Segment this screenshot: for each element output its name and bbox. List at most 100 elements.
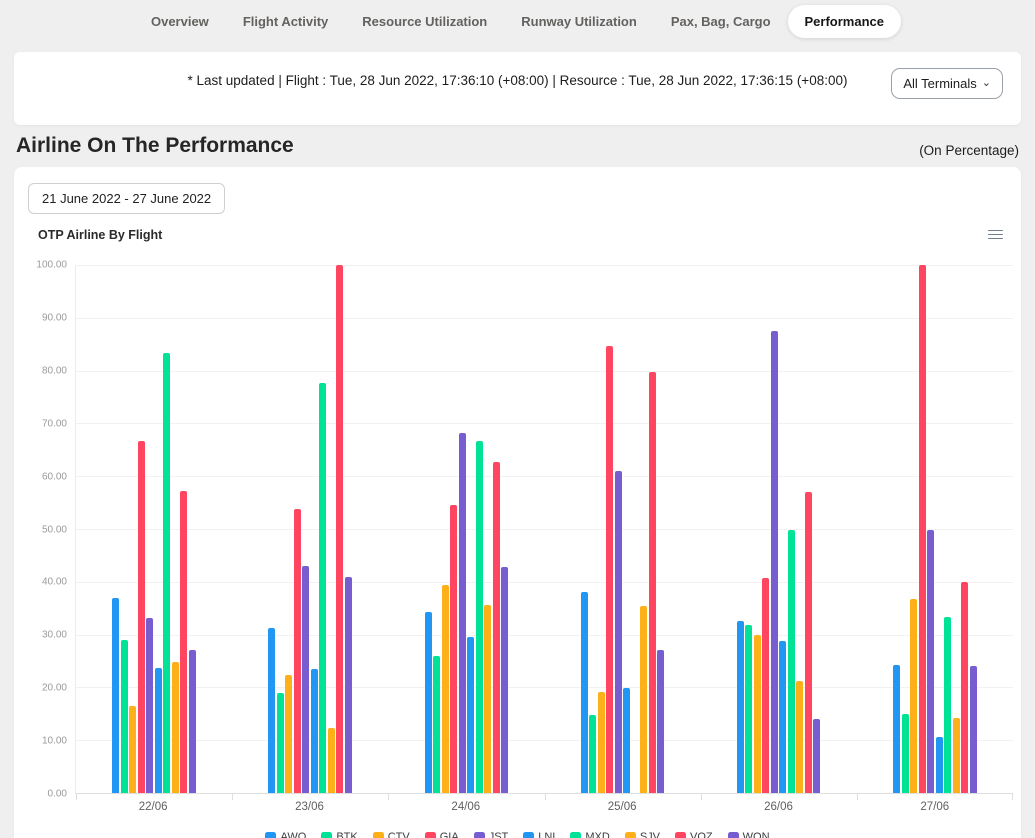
bar-JST-23-06[interactable] xyxy=(302,565,310,793)
x-axis-tick xyxy=(232,794,234,800)
legend-item-SJV[interactable]: SJV xyxy=(624,831,660,838)
bar-BTK-25-06[interactable] xyxy=(589,714,597,793)
legend-item-VOZ[interactable]: VOZ xyxy=(675,831,713,838)
legend-item-GIA[interactable]: GIA xyxy=(424,831,459,838)
bar-CTV-23-06[interactable] xyxy=(285,674,293,793)
legend-swatch-icon xyxy=(372,831,384,838)
bar-MXD-22-06[interactable] xyxy=(163,353,171,793)
legend-item-WON[interactable]: WON xyxy=(727,831,770,838)
bar-LNI-22-06[interactable] xyxy=(154,667,162,793)
bar-CTV-24-06[interactable] xyxy=(441,584,449,793)
bar-WON-23-06[interactable] xyxy=(344,577,352,793)
bar-GIA-22-06[interactable] xyxy=(137,441,145,793)
bar-AWQ-27-06[interactable] xyxy=(893,665,901,793)
x-axis-tick xyxy=(856,794,858,800)
bar-LNI-24-06[interactable] xyxy=(467,637,475,793)
bar-SJV-25-06[interactable] xyxy=(640,605,648,793)
bar-JST-26-06[interactable] xyxy=(770,331,778,793)
bar-BTK-22-06[interactable] xyxy=(120,639,128,793)
y-tick-label: 90.00 xyxy=(41,312,67,324)
bar-WON-22-06[interactable] xyxy=(188,649,196,793)
tab-flight-activity[interactable]: Flight Activity xyxy=(242,13,329,29)
bar-SJV-26-06[interactable] xyxy=(796,680,804,793)
y-tick-label: 80.00 xyxy=(41,365,67,377)
bar-MXD-27-06[interactable] xyxy=(944,616,952,793)
bar-MXD-24-06[interactable] xyxy=(475,440,483,793)
bar-LNI-23-06[interactable] xyxy=(310,668,318,793)
bar-CTV-27-06[interactable] xyxy=(910,599,918,793)
bar-CTV-26-06[interactable] xyxy=(753,634,761,793)
date-range-button[interactable]: 21 June 2022 - 27 June 2022 xyxy=(28,183,226,214)
legend-item-CTV[interactable]: CTV xyxy=(372,831,410,838)
x-tick-label: 26/06 xyxy=(764,801,793,813)
bar-SJV-24-06[interactable] xyxy=(484,604,492,793)
legend-label: WON xyxy=(742,831,770,838)
bar-MXD-26-06[interactable] xyxy=(787,529,795,793)
bar-LNI-27-06[interactable] xyxy=(935,736,943,793)
bar-WON-24-06[interactable] xyxy=(501,566,509,793)
bar-WON-26-06[interactable] xyxy=(813,718,821,793)
bar-VOZ-22-06[interactable] xyxy=(180,490,188,793)
bar-GIA-23-06[interactable] xyxy=(293,509,301,793)
x-tick-label: 22/06 xyxy=(138,801,168,813)
bar-group-23-06 xyxy=(232,265,388,793)
tab-overview[interactable]: Overview xyxy=(150,13,209,29)
bar-GIA-27-06[interactable] xyxy=(918,265,926,793)
bar-VOZ-24-06[interactable] xyxy=(492,462,500,793)
bar-SJV-22-06[interactable] xyxy=(171,661,179,793)
bar-AWQ-26-06[interactable] xyxy=(736,621,744,793)
bar-BTK-23-06[interactable] xyxy=(276,693,284,793)
legend-item-AWQ[interactable]: AWQ xyxy=(265,831,306,838)
bar-GIA-24-06[interactable] xyxy=(450,504,458,793)
page-title: Airline On The Performance xyxy=(16,134,294,157)
bar-CTV-22-06[interactable] xyxy=(129,705,137,793)
bar-CTV-25-06[interactable] xyxy=(597,692,605,793)
bar-JST-22-06[interactable] xyxy=(146,617,154,793)
y-axis-labels: 0.00 10.00 20.00 30.00 40.00 50.00 60.00 70.00 8… xyxy=(14,260,69,800)
tab-resource-utilization[interactable]: Resource Utilization xyxy=(362,13,488,29)
bar-WON-25-06[interactable] xyxy=(657,650,665,793)
percentage-note: (On Percentage) xyxy=(919,143,1019,158)
bar-VOZ-23-06[interactable] xyxy=(336,265,344,793)
bar-VOZ-27-06[interactable] xyxy=(961,581,969,793)
bar-JST-24-06[interactable] xyxy=(458,432,466,793)
bar-GIA-25-06[interactable] xyxy=(606,346,614,793)
bar-SJV-23-06[interactable] xyxy=(327,727,335,793)
legend-item-MXD[interactable]: MXD xyxy=(570,831,610,838)
legend-swatch-icon xyxy=(321,831,333,838)
bar-AWQ-23-06[interactable] xyxy=(268,628,276,793)
legend-swatch-icon xyxy=(675,831,687,838)
bar-JST-27-06[interactable] xyxy=(927,530,935,793)
bar-VOZ-25-06[interactable] xyxy=(648,372,656,793)
bar-AWQ-24-06[interactable] xyxy=(424,612,432,793)
legend-item-BTK[interactable]: BTK xyxy=(321,831,358,838)
bar-GIA-26-06[interactable] xyxy=(762,577,770,793)
bar-BTK-26-06[interactable] xyxy=(745,624,753,793)
bar-BTK-24-06[interactable] xyxy=(433,655,441,793)
bar-AWQ-25-06[interactable] xyxy=(580,592,588,793)
chart-title: OTP Airline By Flight xyxy=(38,227,163,242)
bar-BTK-27-06[interactable] xyxy=(901,713,909,793)
top-nav: Overview Flight Activity Resource Utiliz… xyxy=(0,0,1035,42)
tab-performance[interactable]: Performance xyxy=(787,4,901,38)
bar-SJV-27-06[interactable] xyxy=(952,718,960,793)
bar-JST-25-06[interactable] xyxy=(614,470,622,793)
bar-group-27-06 xyxy=(857,265,1013,793)
legend-item-LNI[interactable]: LNI xyxy=(523,831,555,838)
bar-AWQ-22-06[interactable] xyxy=(112,597,120,793)
tab-pax-bag-cargo[interactable]: Pax, Bag, Cargo xyxy=(670,13,771,29)
bar-WON-27-06[interactable] xyxy=(969,666,977,793)
bar-MXD-23-06[interactable] xyxy=(319,383,327,793)
y-tick-label: 100.00 xyxy=(36,259,67,271)
terminal-select[interactable]: All Terminals ⌄ xyxy=(891,68,1003,99)
bar-VOZ-26-06[interactable] xyxy=(804,492,812,793)
hamburger-menu-icon[interactable] xyxy=(988,228,1003,242)
chart-card: 21 June 2022 - 27 June 2022 OTP Airline … xyxy=(14,167,1021,838)
bar-LNI-26-06[interactable] xyxy=(779,641,787,793)
x-axis-tick xyxy=(388,794,390,800)
gridline xyxy=(76,476,1013,478)
tab-runway-utilization[interactable]: Runway Utilization xyxy=(521,13,637,29)
bar-LNI-25-06[interactable] xyxy=(623,688,631,793)
legend-item-JST[interactable]: JST xyxy=(473,831,508,838)
gridline xyxy=(76,740,1013,742)
